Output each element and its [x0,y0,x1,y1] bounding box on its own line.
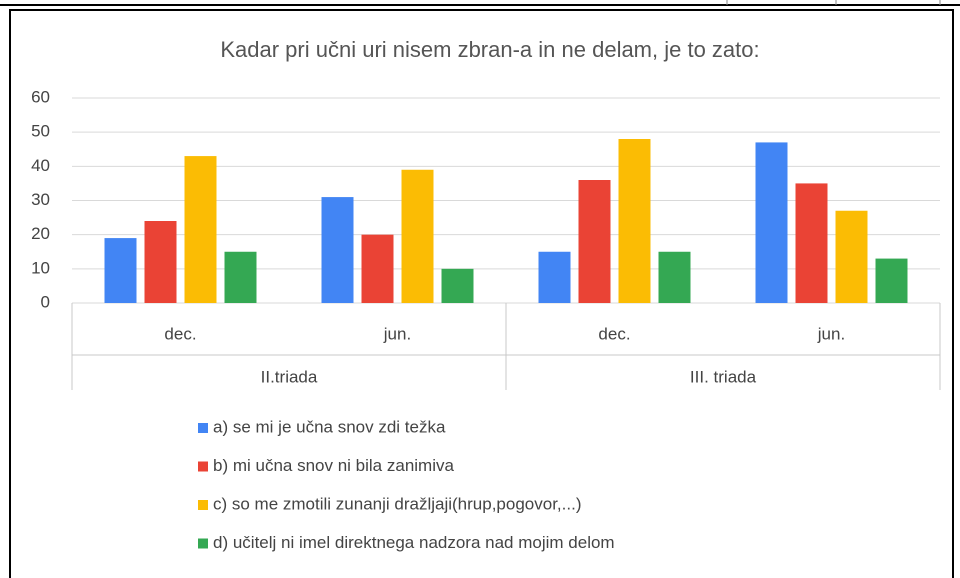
y-tick-label: 40 [31,156,50,175]
chart-title: Kadar pri učni uri nisem zbran-a in ne d… [220,37,759,62]
bar [184,156,217,303]
bar [144,221,177,303]
bar [224,251,257,303]
x-tick-label: dec. [164,324,196,343]
y-tick-label: 60 [31,87,50,106]
bar [795,183,828,303]
bar [578,180,611,303]
legend-label: d) učitelj ni imel direktnega nadzora na… [213,533,615,552]
legend-swatch [198,461,208,472]
bar [658,251,691,303]
bar [441,268,474,303]
bar [401,169,434,303]
bar [875,258,908,303]
legend-swatch [198,500,208,510]
group-label: II.triada [261,367,318,386]
legend-label: c) so me zmotili zunanji dražljaji(hrup,… [213,494,581,513]
group-label: III. triada [690,367,757,386]
y-tick-label: 0 [41,292,50,311]
bar [321,197,354,303]
legend-label: a) se mi je učna snov zdi težka [213,417,446,436]
bar [104,238,137,303]
y-tick-label: 20 [31,224,50,243]
bar [361,234,394,303]
y-tick-label: 30 [31,190,50,209]
legend-swatch [198,423,208,433]
y-tick-label: 50 [31,122,50,141]
legend-label: b) mi učna snov ni bila zanimiva [213,456,454,475]
bar [618,139,651,303]
bar [538,251,571,303]
legend-swatch [198,538,208,549]
bar [755,142,788,303]
x-tick-label: jun. [817,324,845,343]
x-tick-label: jun. [383,324,411,343]
x-tick-label: dec. [598,324,630,343]
y-tick-label: 10 [31,258,50,277]
bar [835,210,868,303]
